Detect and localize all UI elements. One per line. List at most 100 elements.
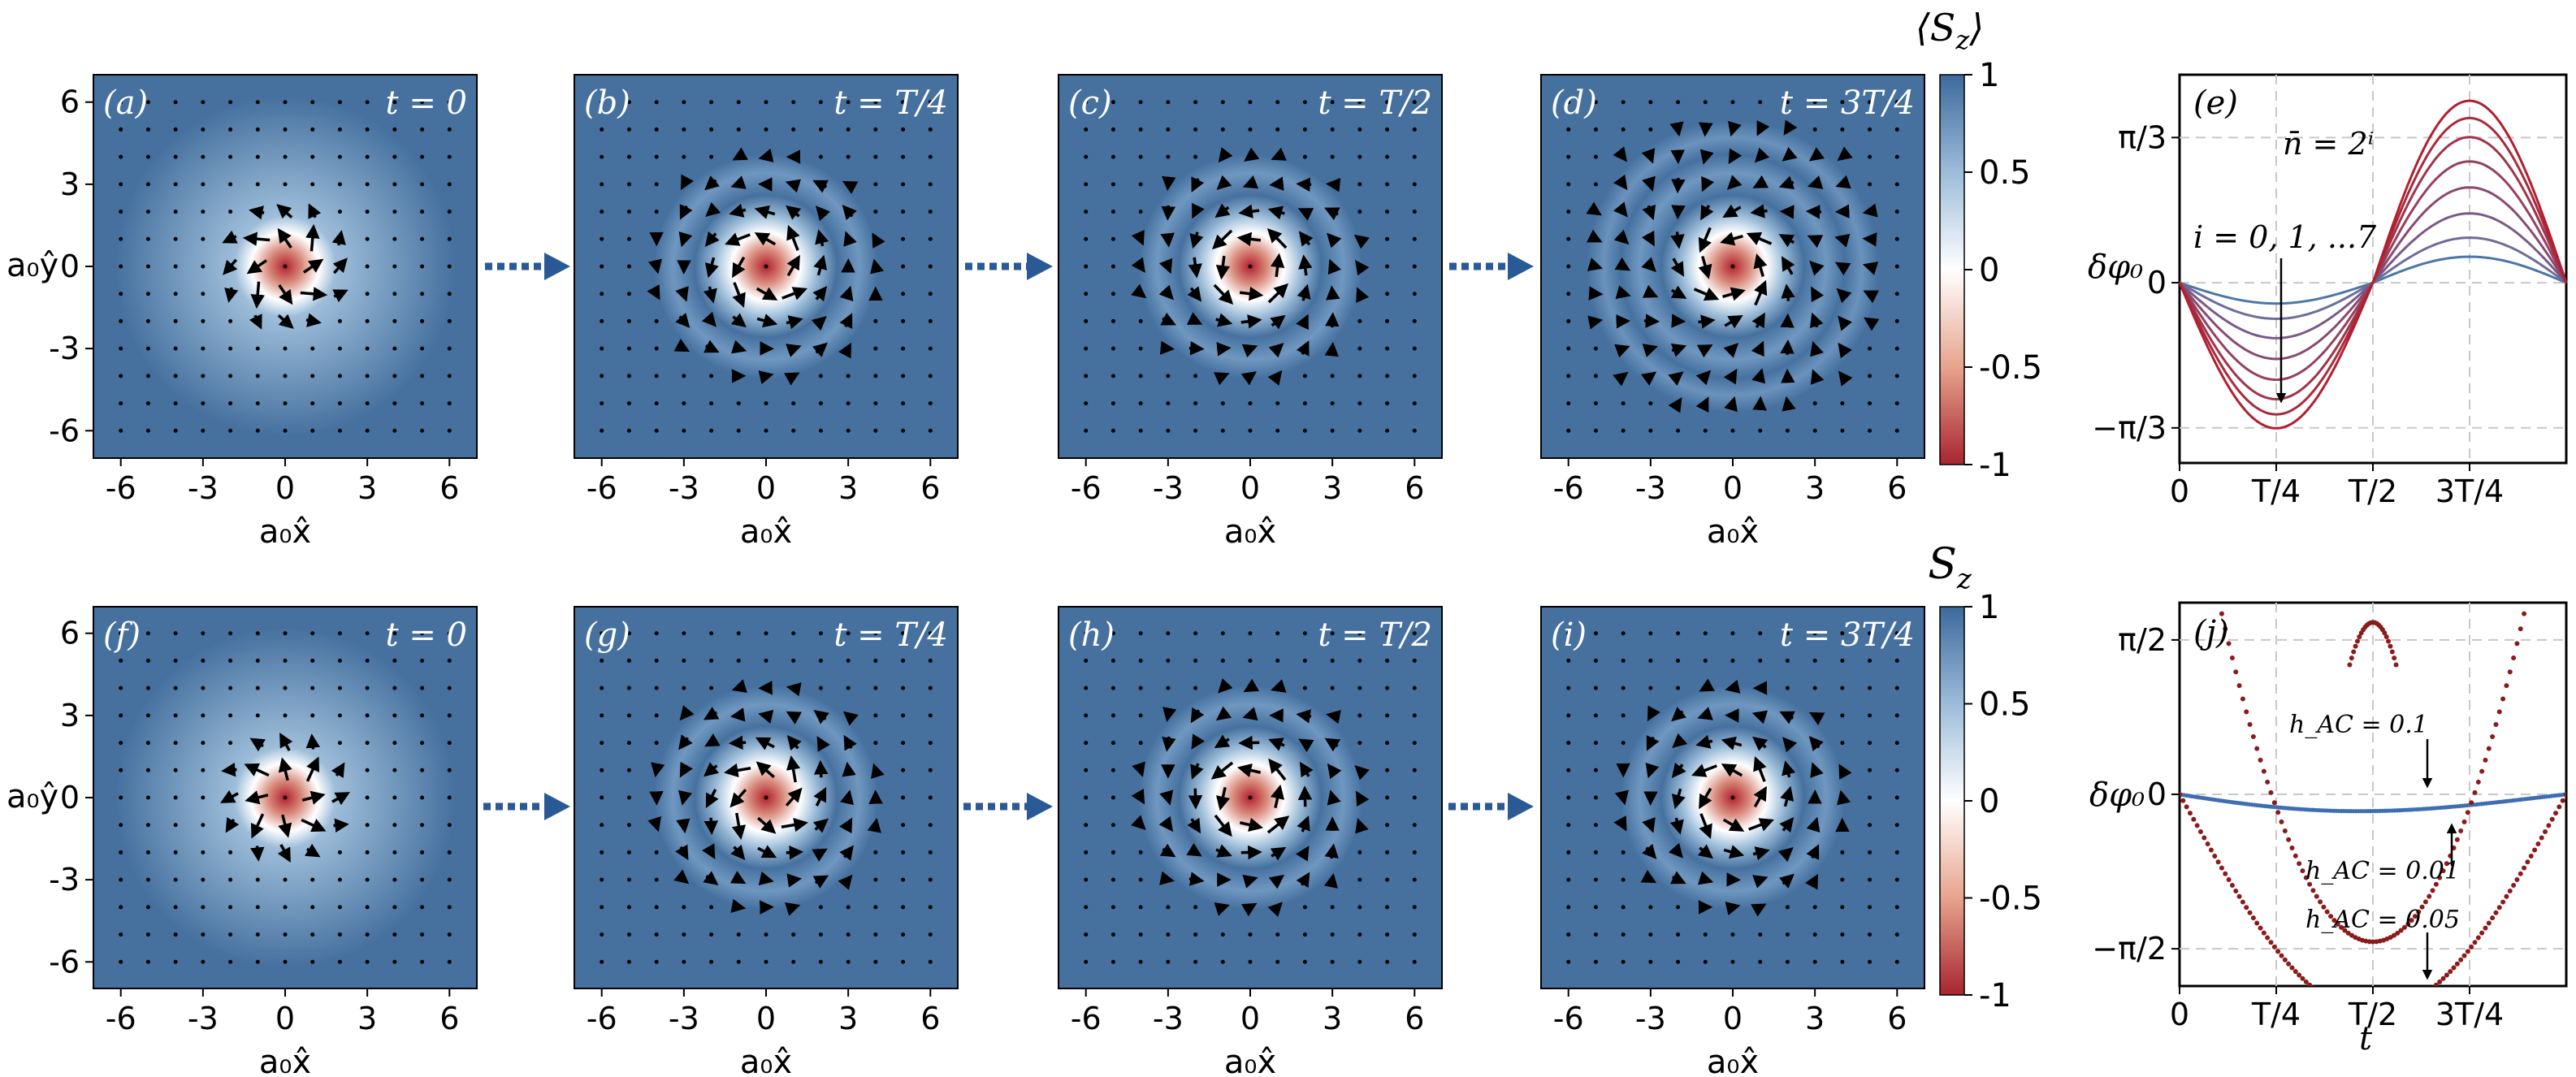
spin-arrow bbox=[246, 259, 267, 275]
spin-dot bbox=[392, 428, 397, 433]
spin-dot bbox=[1084, 292, 1089, 296]
spin-dot bbox=[337, 959, 342, 964]
spin-dot bbox=[255, 346, 260, 351]
spin-dot bbox=[255, 713, 260, 718]
spin-dot bbox=[846, 959, 851, 964]
colorbar-tick-label: 1 bbox=[1979, 589, 1999, 626]
data-point bbox=[2433, 881, 2439, 887]
spin-dot bbox=[626, 346, 631, 351]
spin-dot bbox=[626, 686, 631, 690]
spin-arrow bbox=[1298, 231, 1314, 247]
spin-dot bbox=[201, 292, 206, 296]
spin-dot bbox=[1248, 428, 1253, 433]
spin-dot bbox=[1868, 877, 1872, 882]
spin-dot bbox=[337, 210, 342, 214]
spin-arrow bbox=[679, 761, 693, 778]
data-point bbox=[2507, 888, 2513, 893]
data-point bbox=[2314, 893, 2319, 899]
spin-dot bbox=[654, 877, 659, 882]
spin-dot bbox=[626, 428, 631, 433]
spin-dot bbox=[709, 374, 714, 378]
spin-dot bbox=[600, 823, 604, 828]
spin-arrow bbox=[1751, 340, 1764, 357]
spin-arrow bbox=[705, 201, 721, 217]
spin-dot bbox=[901, 795, 906, 800]
data-point bbox=[2469, 944, 2474, 949]
spin-dot bbox=[901, 428, 906, 433]
spin-arrows bbox=[1084, 100, 1417, 433]
data-point bbox=[2311, 985, 2315, 986]
spin-arrow bbox=[1699, 149, 1714, 165]
spin-arrow bbox=[1751, 710, 1769, 724]
data-point bbox=[2229, 882, 2235, 888]
spin-dot bbox=[255, 905, 260, 910]
data-point bbox=[2412, 914, 2418, 919]
data-point bbox=[2289, 845, 2295, 850]
spin-arrow bbox=[730, 844, 746, 860]
spin-dot bbox=[119, 210, 123, 214]
spin-arrow bbox=[1807, 235, 1824, 249]
spin-dot bbox=[1758, 100, 1763, 105]
data-point bbox=[2461, 819, 2467, 824]
spin-dot bbox=[420, 877, 425, 882]
spin-dot bbox=[420, 346, 425, 351]
spin-dot bbox=[846, 932, 851, 937]
spin-dot bbox=[1812, 905, 1817, 910]
spin-dot bbox=[201, 401, 206, 406]
spin-dot bbox=[1330, 154, 1335, 159]
spin-arrow bbox=[1614, 344, 1630, 358]
spin-dot bbox=[1812, 401, 1817, 406]
spin-arrow bbox=[1162, 707, 1177, 722]
spin-arrow bbox=[1698, 314, 1716, 329]
spin-dot bbox=[283, 932, 288, 937]
x-tick-label: T/4 bbox=[2251, 474, 2301, 509]
spin-dot bbox=[846, 631, 851, 636]
spin-dot bbox=[928, 823, 933, 828]
spin-arrow bbox=[1697, 707, 1713, 720]
x-tick-label: -6 bbox=[1553, 470, 1584, 506]
spin-dot bbox=[145, 686, 150, 690]
data-point bbox=[2223, 626, 2228, 632]
spin-dot bbox=[1220, 932, 1225, 937]
spin-dot bbox=[365, 236, 370, 241]
spin-dot bbox=[201, 905, 206, 910]
spin-dot bbox=[420, 686, 425, 690]
spin-dot bbox=[1138, 850, 1143, 854]
spin-arrow bbox=[1695, 734, 1713, 749]
spin-dot bbox=[201, 236, 206, 241]
spin-dot bbox=[1894, 658, 1899, 663]
spin-dot bbox=[600, 292, 604, 296]
spin-dot bbox=[1648, 100, 1653, 105]
spin-dot bbox=[1302, 631, 1307, 636]
spin-arrow bbox=[1838, 342, 1852, 359]
x-tick-label: 3 bbox=[357, 470, 377, 506]
data-point bbox=[2409, 1000, 2414, 1005]
spin-arrow bbox=[1748, 818, 1774, 832]
panel-g: (g) t = T/4 bbox=[574, 606, 959, 989]
spin-arrow bbox=[1586, 201, 1602, 216]
spin-dot bbox=[901, 686, 906, 690]
spin-dot bbox=[1840, 100, 1845, 105]
spin-dot bbox=[1110, 154, 1115, 159]
spin-dot bbox=[173, 877, 178, 882]
spin-dot bbox=[145, 658, 150, 663]
spin-dot bbox=[1110, 346, 1115, 351]
spin-dot bbox=[1593, 932, 1598, 937]
spin-dot bbox=[873, 631, 878, 636]
spin-arrow bbox=[1189, 231, 1204, 249]
spin-dot bbox=[928, 236, 933, 241]
spin-arrow bbox=[812, 342, 828, 357]
spin-dot bbox=[654, 686, 659, 690]
spin-arrow bbox=[679, 705, 695, 721]
y-tick-label: 3 bbox=[60, 167, 80, 202]
x-tick-label: -3 bbox=[188, 1001, 219, 1036]
spin-dot bbox=[1385, 428, 1390, 433]
spin-dot bbox=[447, 127, 452, 132]
spin-arrow bbox=[1669, 817, 1684, 835]
spin-dot bbox=[447, 658, 452, 663]
spin-dot bbox=[1385, 374, 1390, 378]
spin-dot bbox=[201, 154, 206, 159]
spin-dot bbox=[1385, 127, 1390, 132]
data-point bbox=[2405, 921, 2411, 927]
spin-dot bbox=[1894, 959, 1899, 964]
